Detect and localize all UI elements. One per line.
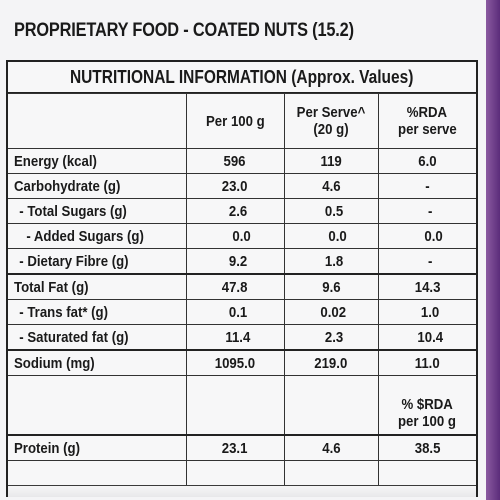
cell-rda: 6.0 bbox=[377, 148, 476, 174]
row-label: Sodium (mg) bbox=[8, 349, 187, 376]
table-title: NUTRITIONAL INFORMATION (Approx. Values) bbox=[8, 62, 476, 93]
cell-per100: 47.8 bbox=[185, 273, 285, 300]
cell-rda: 10.4 bbox=[377, 324, 476, 351]
empty-cell bbox=[283, 460, 379, 486]
table-row: - Trans fat* (g) 0.1 0.02 1.0 bbox=[8, 299, 476, 325]
cell-per-serve: 1.8 bbox=[283, 248, 379, 275]
col-header-rda: %RDA per serve bbox=[377, 93, 476, 149]
cell-per100: 23.0 bbox=[185, 173, 285, 199]
row-label: Energy (kcal) bbox=[8, 148, 187, 174]
cell-per100: 2.6 bbox=[185, 198, 285, 224]
product-heading: PROPRIETARY FOOD - COATED NUTS (15.2) bbox=[14, 20, 354, 41]
row-label: - Trans fat* (g) bbox=[8, 299, 187, 325]
cell-per-serve: 4.6 bbox=[283, 173, 379, 199]
table-row: Energy (kcal) 596 119 6.0 bbox=[8, 148, 476, 174]
row-label: - Saturated fat (g) bbox=[8, 324, 187, 351]
cell-rda: - bbox=[377, 173, 476, 199]
row-label: Carbohydrate (g) bbox=[8, 173, 187, 199]
table-row: Total Fat (g) 47.8 9.6 14.3 bbox=[8, 273, 476, 300]
cell-rda: 11.0 bbox=[377, 349, 476, 376]
cell-per-serve: 9.6 bbox=[283, 273, 379, 300]
packaging-edge bbox=[486, 0, 500, 500]
cell-per100: 0.1 bbox=[185, 299, 285, 325]
cell-per100: 9.2 bbox=[185, 248, 285, 275]
cell-rda: 1.0 bbox=[377, 299, 476, 325]
nutrition-table: Per 100 g Per Serve^ (20 g) %RDA per ser… bbox=[8, 93, 476, 486]
cell-per-serve: 0.0 bbox=[283, 223, 379, 249]
table-row: - Added Sugars (g) 0.0 0.0 0.0 bbox=[8, 223, 476, 249]
empty-cell bbox=[377, 460, 476, 486]
table-row: - Saturated fat (g) 11.4 2.3 10.4 bbox=[8, 324, 476, 351]
cell-per100: 23.1 bbox=[185, 434, 285, 461]
empty-cell bbox=[8, 460, 187, 486]
col-header-per-serve: Per Serve^ (20 g) bbox=[283, 93, 379, 149]
protein-row: Protein (g) 23.1 4.6 38.5 bbox=[8, 434, 476, 461]
row-label: - Dietary Fibre (g) bbox=[8, 248, 187, 275]
row-label: Protein (g) bbox=[8, 434, 187, 461]
table-row: Carbohydrate (g) 23.0 4.6 - bbox=[8, 173, 476, 199]
header-blank bbox=[8, 93, 187, 149]
cell-rda: 14.3 bbox=[377, 273, 476, 300]
cell-per100: 0.0 bbox=[185, 223, 285, 249]
empty-cell bbox=[185, 460, 285, 486]
nutrition-panel: NUTRITIONAL INFORMATION (Approx. Values)… bbox=[6, 60, 478, 497]
cell-per-serve: 0.5 bbox=[283, 198, 379, 224]
cell-rda: - bbox=[377, 248, 476, 275]
header-blank bbox=[185, 375, 285, 436]
cell-rda: - bbox=[377, 198, 476, 224]
rda-per100-header-row: % $RDA per 100 g bbox=[8, 375, 476, 436]
cut-off-row bbox=[8, 460, 476, 486]
row-label: - Added Sugars (g) bbox=[8, 223, 187, 249]
row-label: Total Fat (g) bbox=[8, 273, 187, 300]
col-header-rda-per100: % $RDA per 100 g bbox=[377, 375, 476, 436]
row-label: - Total Sugars (g) bbox=[8, 198, 187, 224]
crop-fade bbox=[8, 485, 476, 497]
col-header-per100: Per 100 g bbox=[185, 93, 285, 149]
cell-per100: 596 bbox=[185, 148, 285, 174]
cell-per100: 1095.0 bbox=[185, 349, 285, 376]
table-row: Sodium (mg) 1095.0 219.0 11.0 bbox=[8, 349, 476, 376]
header-blank bbox=[283, 375, 379, 436]
table-row: - Dietary Fibre (g) 9.2 1.8 - bbox=[8, 248, 476, 275]
cell-rda: 38.5 bbox=[377, 434, 476, 461]
table-row: - Total Sugars (g) 2.6 0.5 - bbox=[8, 198, 476, 224]
cell-per-serve: 2.3 bbox=[283, 324, 379, 351]
header-blank bbox=[8, 375, 187, 436]
header-row: Per 100 g Per Serve^ (20 g) %RDA per ser… bbox=[8, 93, 476, 149]
cell-per100: 11.4 bbox=[185, 324, 285, 351]
cell-per-serve: 219.0 bbox=[283, 349, 379, 376]
cell-per-serve: 119 bbox=[283, 148, 379, 174]
cell-rda: 0.0 bbox=[377, 223, 476, 249]
cell-per-serve: 4.6 bbox=[283, 434, 379, 461]
cell-per-serve: 0.02 bbox=[283, 299, 379, 325]
